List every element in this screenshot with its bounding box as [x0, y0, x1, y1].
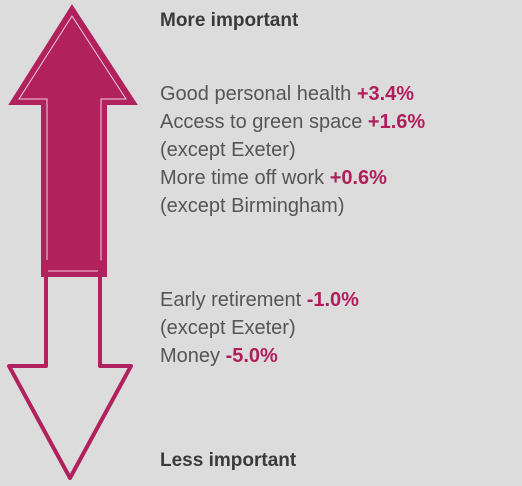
- item: Good personal health +3.4%: [160, 80, 425, 108]
- down-arrow: [7, 260, 133, 480]
- top-heading: More important: [160, 10, 299, 31]
- up-arrow-outline: [18, 15, 127, 272]
- item-label: More time off work: [160, 167, 325, 189]
- item: More time off work +0.6%: [160, 164, 425, 192]
- item-note: (except Exeter): [160, 317, 296, 339]
- item: Money -5.0%: [160, 342, 359, 370]
- item-change: +3.4%: [356, 83, 415, 105]
- item-label: Money: [160, 345, 221, 367]
- top-items: Good personal health +3.4% Access to gree…: [160, 80, 425, 220]
- item-note: (except Exeter): [160, 139, 296, 161]
- item: Early retirement -1.0%: [160, 286, 359, 314]
- item-label: Early retirement: [160, 289, 302, 311]
- item-change: -1.0%: [306, 289, 359, 311]
- item-change: +0.6%: [329, 167, 387, 189]
- item-change: +1.6%: [367, 111, 426, 133]
- item: Access to green space +1.6%: [160, 108, 425, 136]
- up-arrow: [8, 4, 138, 277]
- item-change: -5.0%: [225, 345, 278, 367]
- item-label: Good personal health: [160, 83, 352, 105]
- bottom-items: Early retirement -1.0% (except Exeter) Mon…: [160, 286, 359, 370]
- item-note: (except Birmingham): [160, 195, 345, 217]
- item-label: Access to green space: [160, 111, 363, 133]
- bottom-heading: Less important: [160, 450, 297, 471]
